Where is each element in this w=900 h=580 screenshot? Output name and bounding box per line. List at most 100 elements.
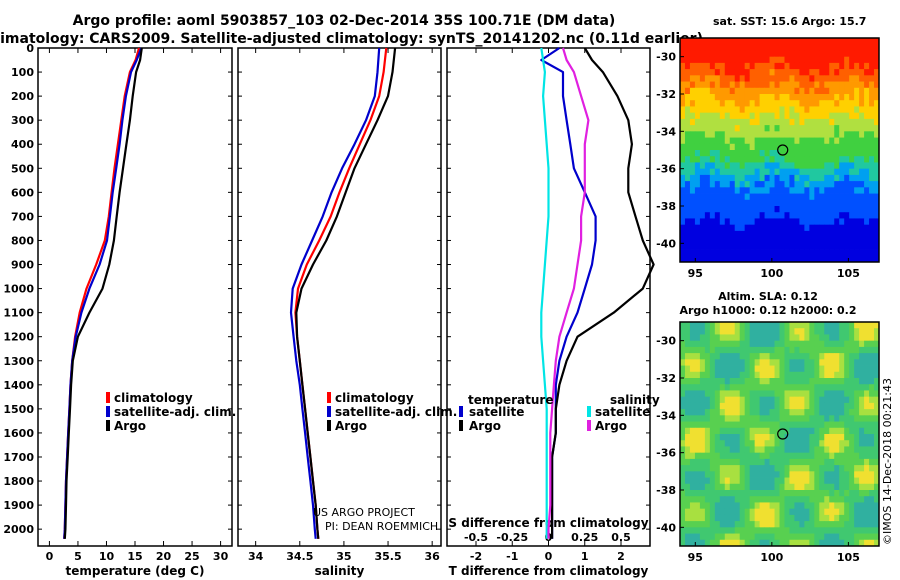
map-cell	[689, 346, 696, 354]
map-cell	[709, 181, 716, 188]
map-cell	[764, 490, 770, 497]
map-cell	[794, 359, 800, 366]
map-cell	[804, 465, 810, 472]
map-cell	[849, 156, 855, 163]
map-cell	[864, 465, 870, 472]
map-cell	[829, 199, 835, 207]
map-cell	[804, 87, 810, 95]
map-cell	[680, 409, 686, 416]
map-cell	[694, 371, 701, 379]
map-cell	[864, 359, 870, 366]
map-cell	[684, 340, 691, 348]
map-cell	[789, 249, 795, 257]
map-cell	[769, 409, 775, 416]
map-cell	[704, 249, 711, 257]
map-cell	[829, 427, 835, 435]
map-cell	[794, 378, 800, 385]
map-cell	[864, 50, 870, 58]
map-cell	[859, 94, 865, 101]
map-cell	[729, 508, 736, 516]
map-cell	[829, 402, 835, 410]
map-cells	[680, 38, 880, 263]
map-cell	[829, 421, 835, 429]
map-cell	[839, 38, 845, 45]
map-cell	[869, 471, 875, 478]
map-cell	[724, 421, 731, 429]
map-cell	[764, 477, 770, 485]
map-cell	[739, 94, 746, 101]
map-cell	[794, 69, 800, 76]
map-cell	[834, 365, 840, 373]
map-cell	[680, 322, 686, 329]
map-cell	[699, 390, 706, 398]
map-cell	[829, 174, 835, 182]
map-cell	[749, 346, 756, 354]
map-cell	[869, 452, 875, 460]
map-cell	[709, 94, 716, 101]
map-cell	[709, 218, 716, 226]
map-cell	[834, 521, 840, 528]
map-cell	[844, 162, 850, 170]
map-cell	[864, 150, 870, 157]
map-cell	[714, 452, 721, 460]
map-cell	[739, 106, 746, 114]
map-cell	[724, 131, 731, 138]
map-cell	[744, 390, 751, 398]
map-cell	[714, 477, 721, 485]
map-cell	[849, 237, 855, 244]
map-cell	[814, 218, 820, 226]
map-cell	[684, 409, 691, 416]
map-cell	[724, 465, 731, 472]
map-cell	[739, 112, 746, 120]
map-cell	[744, 118, 751, 126]
map-cell	[704, 328, 711, 335]
map-cell	[689, 446, 696, 454]
map-cell	[874, 118, 880, 126]
map-cell	[849, 212, 855, 219]
map-cell	[819, 458, 825, 466]
map-cell	[779, 162, 785, 170]
map-cell	[680, 346, 686, 354]
map-cell	[764, 340, 770, 348]
map-cell	[684, 125, 691, 132]
map-cell	[764, 502, 770, 510]
map-cell	[824, 131, 830, 138]
map-cell	[834, 465, 840, 472]
map-cell	[819, 168, 825, 176]
map-cell	[759, 334, 765, 342]
map-cell	[714, 143, 721, 151]
map-cell	[724, 224, 731, 232]
map-cell	[769, 230, 775, 238]
map-cell	[849, 446, 855, 454]
map-cell	[684, 477, 691, 485]
map-cell	[779, 409, 785, 416]
map-cell	[680, 237, 686, 244]
map-cell	[739, 359, 746, 366]
map-cell	[734, 224, 741, 232]
map-cell	[794, 168, 800, 176]
map-cell	[854, 452, 860, 460]
map-cell	[739, 322, 746, 329]
map-cell	[809, 415, 815, 422]
map-cell	[774, 212, 780, 219]
map-cell	[819, 427, 825, 435]
map-cell	[769, 471, 775, 478]
map-cell	[794, 427, 800, 435]
map-cell	[759, 193, 765, 201]
map-cell	[759, 94, 765, 101]
map-cell	[839, 106, 845, 114]
map-cell	[739, 81, 746, 89]
map-cell	[769, 508, 775, 516]
map-cell	[744, 328, 751, 335]
map-cell	[794, 131, 800, 138]
map-cell	[754, 409, 761, 416]
map-cell	[744, 218, 751, 226]
map-cell	[814, 38, 820, 45]
series-argo	[295, 47, 397, 539]
map-cell	[784, 371, 790, 379]
map-cell	[779, 150, 785, 157]
map-cell	[734, 255, 741, 263]
map-cell	[814, 206, 820, 213]
map-cell	[709, 533, 716, 541]
map-cell	[824, 353, 830, 360]
